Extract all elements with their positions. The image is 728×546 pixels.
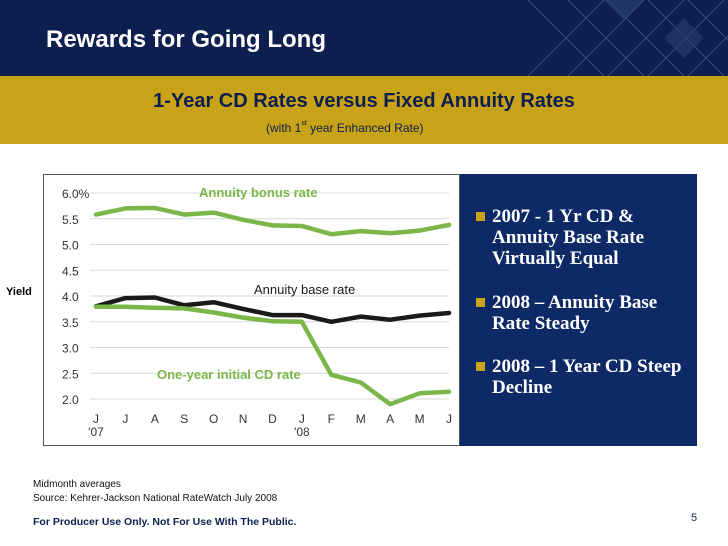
- x-tick-label: J: [446, 412, 452, 426]
- bullet-text: 2008 – Annuity Base Rate Steady: [492, 292, 658, 334]
- header-bar: Rewards for Going Long: [0, 0, 728, 76]
- line-chart: 6.0%5.55.04.54.03.53.02.52.0J'07J A S O N D J'…: [62, 185, 452, 439]
- x-tick-label: S: [180, 412, 188, 426]
- x-tick-label: M: [356, 412, 366, 426]
- chart-note-sup: st: [301, 120, 307, 127]
- y-tick-label: 6.0%: [62, 187, 90, 201]
- x-tick-label: J: [299, 412, 305, 426]
- subtitle-band: [0, 76, 728, 144]
- slide-title: Rewards for Going Long: [46, 26, 326, 53]
- y-tick-label: 5.0: [62, 239, 79, 253]
- series-annotation: One-year initial CD rate: [157, 367, 301, 382]
- bullet-square-icon: [476, 212, 485, 221]
- x-year-label: '08: [294, 425, 310, 439]
- disclaimer: For Producer Use Only. Not For Use With …: [33, 516, 297, 528]
- series-line: [93, 304, 452, 407]
- bullet-text: 2007 - 1 Yr CD & Annuity Base Rate Virtu…: [492, 206, 645, 269]
- x-tick-label: M: [415, 412, 425, 426]
- bullet-item: 2008 – 1 Year CD Steep Decline: [476, 356, 692, 398]
- series-annotation: Annuity base rate: [254, 282, 355, 297]
- chart-title-text: 1-Year CD Rates versus Fixed Annuity Rat…: [153, 90, 575, 112]
- chart-note-pre: (with 1: [266, 121, 302, 135]
- y-axis-title: Yield: [6, 286, 32, 298]
- footnote-source: Source: Kehrer-Jackson National RateWatc…: [33, 493, 278, 504]
- header-decoration: [527, 0, 728, 76]
- y-tick-label: 4.5: [62, 264, 79, 278]
- x-tick-label: O: [209, 412, 218, 426]
- x-tick-label: N: [239, 412, 248, 426]
- y-tick-label: 2.0: [62, 393, 79, 407]
- bullet-text: 2008 – 1 Year CD Steep Decline: [492, 356, 682, 398]
- series-line: [93, 295, 452, 325]
- chart-frame: 6.0% 5.5 5.0 4.5 4.0 3.5 3.0 2.5 2.0 J '07 J A S O N D J '…: [43, 174, 460, 446]
- footnote-midmonth: Midmonth averages: [33, 479, 121, 490]
- x-tick-label: F: [328, 412, 335, 426]
- series-line: [93, 205, 452, 237]
- x-tick-label: D: [268, 412, 277, 426]
- x-tick-label: A: [386, 412, 394, 426]
- bullet-panel: [460, 174, 697, 446]
- chart-note: (with 1st year Enhanced Rate): [266, 120, 424, 135]
- bullet-item: 2007 - 1 Yr CD & Annuity Base Rate Virtu…: [476, 206, 692, 269]
- x-tick-label: J: [122, 412, 128, 426]
- bullet-square-icon: [476, 298, 485, 307]
- series-annotation: Annuity bonus rate: [199, 185, 317, 200]
- page-number: 5: [691, 512, 698, 524]
- x-year-label: '07: [88, 425, 104, 439]
- x-tick-label: J: [93, 412, 99, 426]
- y-tick-label: 4.0: [62, 290, 79, 304]
- chart-title: 1-Year CD Rates versus Fixed Annuity Rat…: [0, 90, 728, 113]
- y-tick-label: 3.0: [62, 342, 79, 356]
- y-tick-label: 5.5: [62, 213, 79, 227]
- bullet-item: 2008 – Annuity Base Rate Steady: [476, 292, 692, 334]
- bullet-square-icon: [476, 362, 485, 371]
- chart-note-post: year Enhanced Rate): [306, 121, 424, 135]
- y-tick-label: 2.5: [62, 367, 79, 381]
- y-tick-label: 3.5: [62, 316, 79, 330]
- x-tick-label: A: [151, 412, 159, 426]
